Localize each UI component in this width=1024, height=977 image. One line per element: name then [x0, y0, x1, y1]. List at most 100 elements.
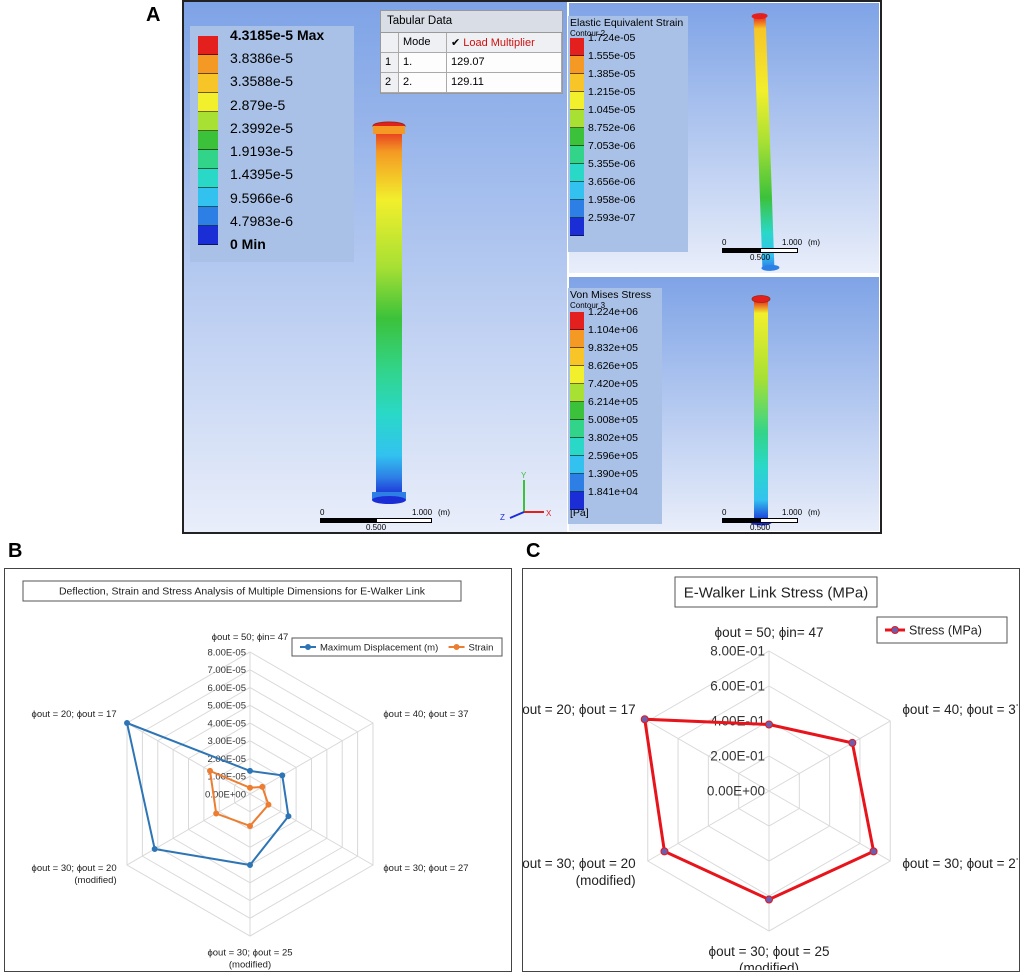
- strain-legend-swatch: [570, 38, 584, 56]
- stress-legend-value: 5.008e+05: [588, 414, 638, 426]
- svg-text:X: X: [546, 509, 552, 518]
- category-label: (modified): [74, 875, 116, 886]
- deformation-legend-swatch: [198, 207, 218, 226]
- panel-label-a: A: [146, 4, 161, 26]
- stress-legend-value: 8.626e+05: [588, 360, 638, 372]
- radar-chart-c: E-Walker Link Stress (MPa) 0.00E+00 2.00E-…: [515, 576, 1023, 976]
- grid-spoke: [647, 720, 770, 792]
- stress-legend-swatch: [570, 366, 584, 384]
- grid-spoke: [249, 722, 374, 795]
- checkbox-checked-icon[interactable]: ✔: [451, 37, 461, 49]
- category-label: ϕout = 20; ϕout = 17: [523, 702, 636, 717]
- chart-title-box: [22, 580, 462, 602]
- data-point: [660, 847, 669, 856]
- deformation-legend-value: 0 Min: [230, 236, 266, 252]
- deformation-legend-swatch: [198, 93, 218, 112]
- tabular-row-value-2: 129.11: [447, 73, 562, 93]
- category-label: ϕout = 20; ϕout = 17: [32, 709, 117, 720]
- strain-column-model: [751, 13, 780, 271]
- strain-legend-value: 1.724e-05: [588, 32, 636, 44]
- grid-spoke: [126, 793, 251, 866]
- category-label: ϕout = 50; ϕin= 47: [715, 625, 824, 640]
- deformation-legend-value: 3.3588e-5: [230, 73, 294, 90]
- stress-legend-value: 9.832e+05: [588, 342, 638, 354]
- stress-legend-swatch: [570, 330, 584, 348]
- tick-label: 2.00E-01: [710, 749, 765, 764]
- data-point: [213, 810, 220, 817]
- strain-legend-swatch: [570, 164, 584, 182]
- strain-legend-swatch: [570, 146, 584, 164]
- stress-legend-swatch: [570, 492, 584, 510]
- category-label: (modified): [576, 873, 636, 888]
- svg-text:Z: Z: [500, 513, 505, 522]
- deformation-legend-swatch: [198, 55, 218, 74]
- chart-c-frame: E-Walker Link Stress (MPa) 0.00E+00 2.00E-…: [515, 568, 1023, 976]
- tabular-row-index-2: 2: [381, 73, 399, 93]
- strain-legend-swatch: [570, 200, 584, 218]
- tick-label: 8.00E-01: [710, 644, 765, 659]
- deformation-legend-value: 3.8386e-5: [230, 50, 294, 67]
- data-point: [848, 738, 857, 747]
- strain-legend-value: 1.215e-05: [588, 86, 636, 98]
- stress-legend-value: 1.390e+05: [588, 468, 638, 480]
- deformation-legend-swatch: [198, 131, 218, 150]
- grid-spoke: [647, 790, 770, 862]
- strain-legend-value: 7.053e-06: [588, 140, 636, 152]
- category-label: ϕout = 30; ϕout = 27: [902, 856, 1018, 871]
- deformation-legend-value: 1.4395e-5: [230, 166, 294, 183]
- deformation-legend-swatch: [198, 74, 218, 93]
- radar-chart-b: Deflection, Strain and Stress Analysis o…: [22, 580, 503, 970]
- tick-label: 7.00E-05: [207, 665, 246, 676]
- tabular-col-load-multiplier[interactable]: ✔ Load Multiplier: [447, 33, 562, 53]
- stress-legend-value: 1.841e+04: [588, 486, 638, 498]
- strain-legend-value: 5.355e-06: [588, 158, 636, 170]
- category-label: ϕout = 30; ϕout = 20: [523, 856, 636, 871]
- tick-label: 2.00E-05: [207, 754, 246, 765]
- legend-marker: [453, 644, 460, 650]
- data-point: [207, 767, 214, 774]
- legend-marker: [305, 644, 311, 650]
- chart-b-frame: Deflection, Strain and Stress Analysis o…: [4, 568, 512, 972]
- category-label: ϕout = 40; ϕout = 37: [383, 709, 468, 720]
- category-label: ϕout = 30; ϕout = 27: [383, 863, 468, 874]
- tick-label: 3.00E-05: [207, 736, 246, 747]
- strain-legend-value: 1.045e-05: [588, 104, 636, 116]
- data-point: [151, 846, 158, 853]
- tick-label: 5.00E-05: [207, 701, 246, 712]
- stress-legend-swatch: [570, 474, 584, 492]
- category-label: (modified): [739, 961, 799, 970]
- stress-legend-value: 1.224e+06: [588, 306, 638, 318]
- deformation-legend-value: 2.879e-5: [230, 96, 286, 113]
- deformation-legend-value: 9.5966e-6: [230, 189, 294, 206]
- chart-title: E-Walker Link Stress (MPa): [684, 584, 868, 601]
- tick-label: 6.00E-01: [710, 679, 765, 694]
- legend-entry: Stress (MPa): [909, 623, 982, 637]
- strain-legend-value: 2.593e-07: [588, 212, 636, 224]
- grid-spoke: [768, 720, 891, 792]
- chart-title: Deflection, Strain and Stress Analysis o…: [59, 586, 426, 598]
- strain-legend-swatch: [570, 74, 584, 92]
- category-label: ϕout = 40; ϕout = 37: [902, 702, 1018, 717]
- stress-legend-value: 6.214e+05: [588, 396, 638, 408]
- category-label: ϕout = 30; ϕout = 25: [207, 948, 292, 959]
- data-point: [285, 813, 292, 820]
- legend-entry: Strain: [469, 642, 494, 653]
- legend-entry: Maximum Displacement (m): [320, 642, 438, 653]
- tabular-col-mode[interactable]: Mode: [399, 33, 447, 53]
- strain-legend-swatch: [570, 218, 584, 236]
- tabular-row-value-1: 129.07: [447, 53, 562, 73]
- data-point: [247, 822, 253, 829]
- stress-legend-swatch: [570, 438, 584, 456]
- tick-label: 8.00E-05: [207, 647, 246, 658]
- stress-legend-unit: [Pa]: [570, 507, 589, 519]
- main-scale-bar: 0 1.000 (m) 0.500: [320, 508, 450, 532]
- deformation-legend-swatch: [198, 112, 218, 131]
- deformation-legend-value: 4.7983e-6: [230, 212, 294, 229]
- stress-legend-subtitle: Contour 3: [570, 301, 606, 310]
- stress-legend-swatch: [570, 348, 584, 366]
- legend-marker: [891, 626, 899, 634]
- axis-triad-icon: Y X Z: [500, 471, 552, 522]
- category-label: ϕout = 50; ϕin= 47: [212, 632, 289, 643]
- deformation-legend-swatch: [198, 150, 218, 169]
- stress-legend-swatch: [570, 456, 584, 474]
